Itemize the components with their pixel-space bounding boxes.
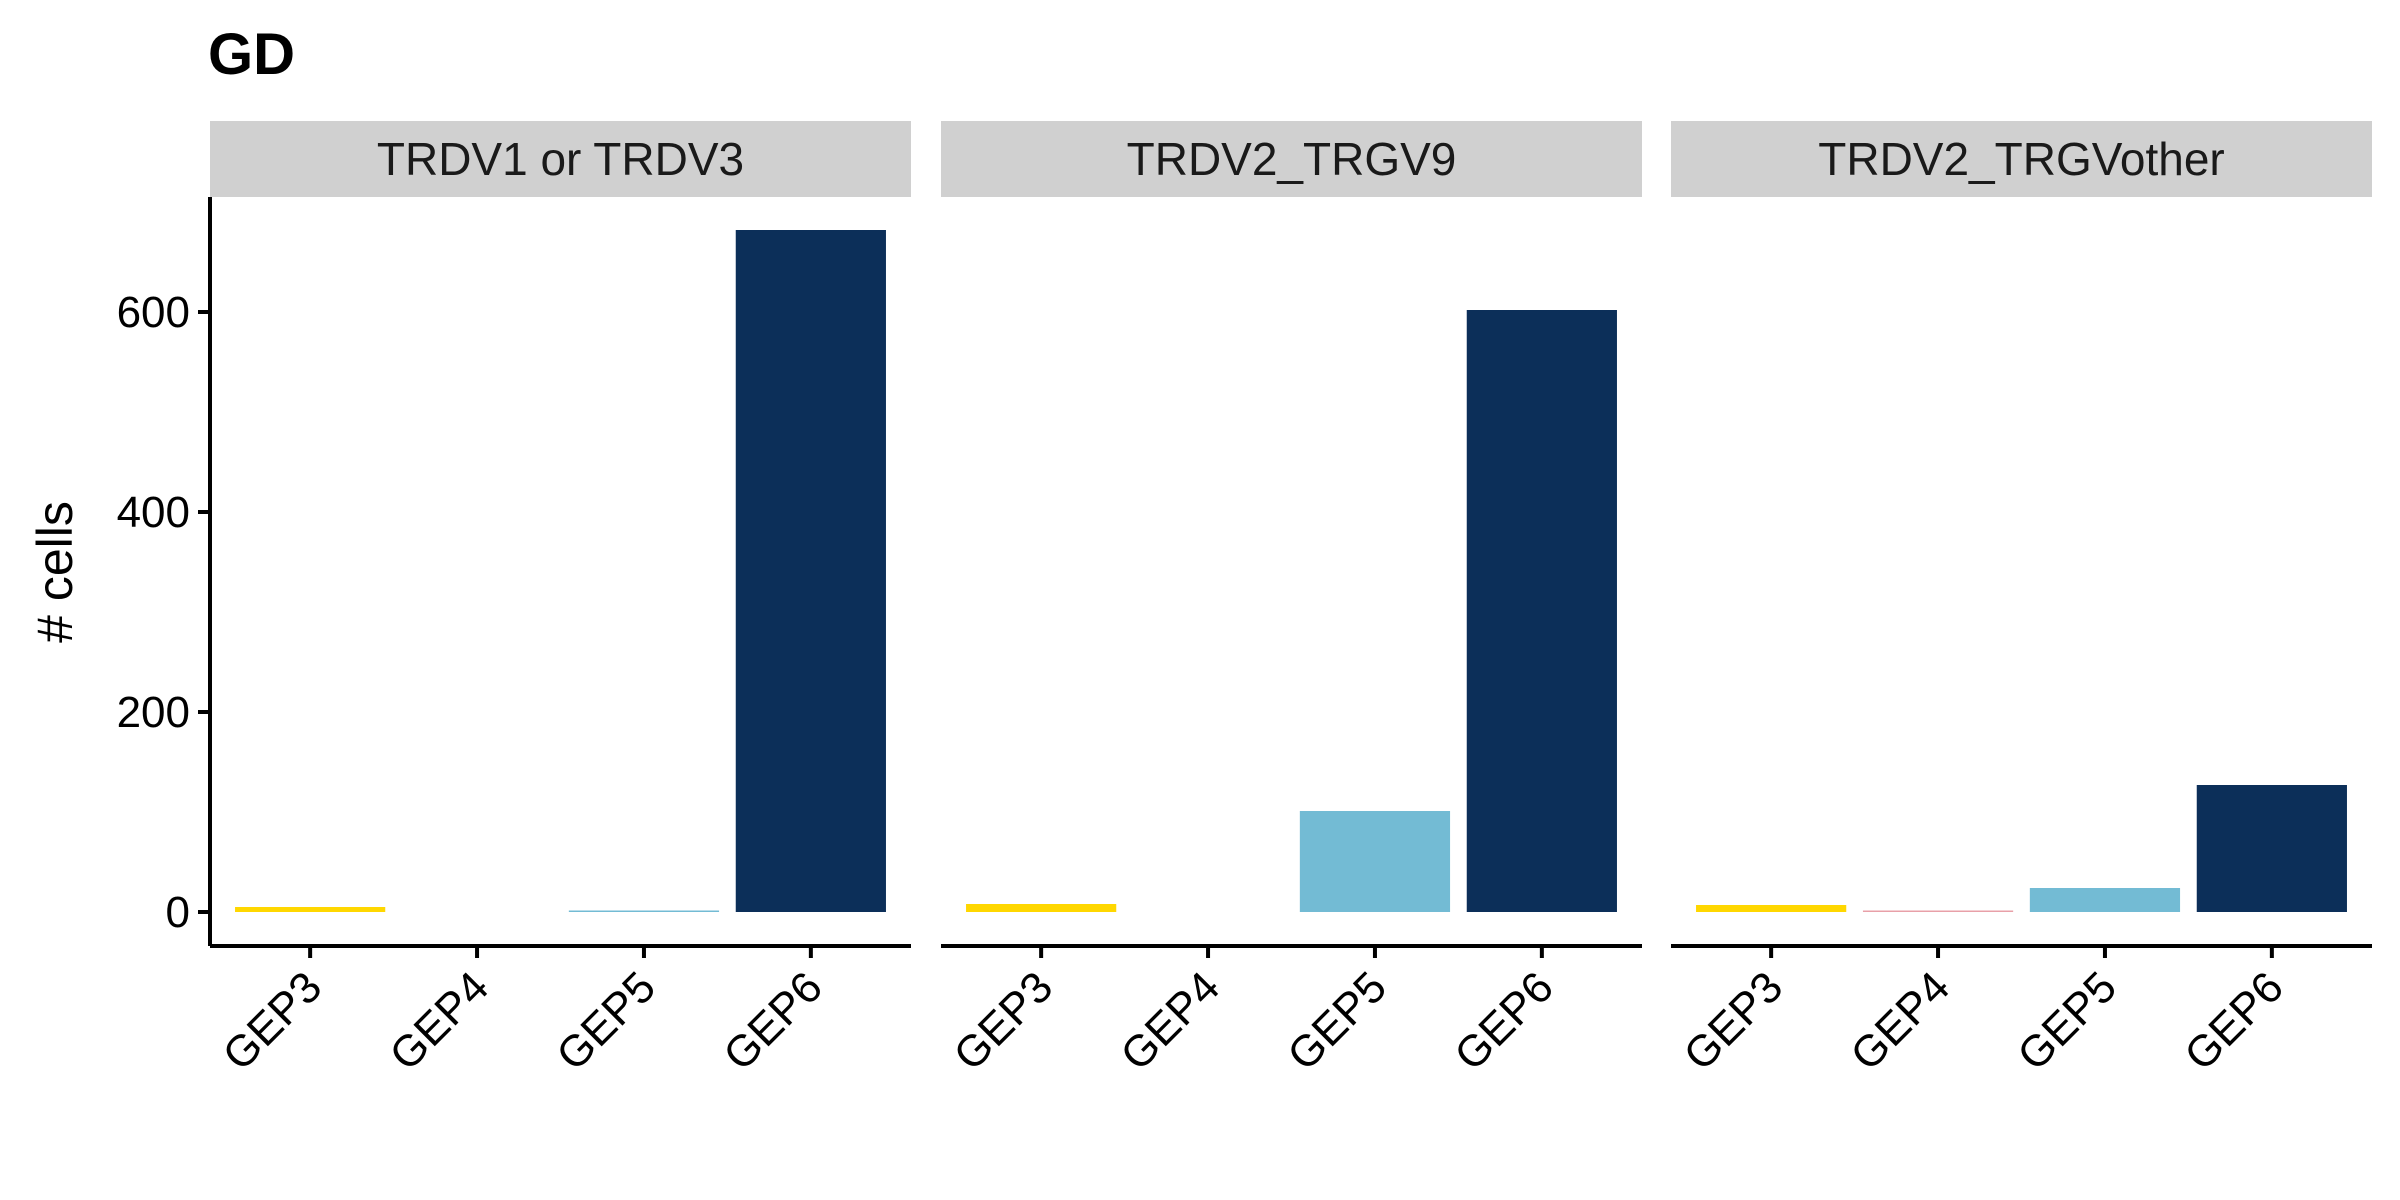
facet-strip xyxy=(210,121,911,197)
bar-gep4 xyxy=(1862,910,2014,912)
y-axis: 0 200 400 600 xyxy=(117,197,212,946)
facet-panel: TRDV1 or TRDV3 GEP3 GEP4 GEP5 GEP6 xyxy=(210,121,911,1080)
x-tick-label: GEP4 xyxy=(1841,962,1959,1080)
x-tick-label: GEP6 xyxy=(2175,962,2293,1080)
y-tick-label: 200 xyxy=(117,688,190,737)
y-tick-label: 600 xyxy=(117,288,190,337)
bar-gep3 xyxy=(966,904,1117,912)
chart-title: GD xyxy=(208,22,295,87)
x-tick-label: GEP3 xyxy=(945,962,1063,1080)
x-tick-label: GEP6 xyxy=(1445,962,1563,1080)
facet-strip-label: TRDV1 or TRDV3 xyxy=(377,133,744,185)
x-tick-label: GEP5 xyxy=(1278,962,1396,1080)
facet-strip-label: TRDV2_TRGV9 xyxy=(1127,133,1457,185)
x-tick-label: GEP4 xyxy=(380,962,498,1080)
bar-gep5 xyxy=(2029,888,2181,912)
bar-gep5 xyxy=(1299,811,1451,912)
bar-gep3 xyxy=(1696,905,1847,912)
facet-panel: TRDV2_TRGV9 GEP3 GEP4 GEP5 GEP6 xyxy=(941,121,1642,1080)
x-tick-label: GEP3 xyxy=(1675,962,1793,1080)
y-tick-label: 400 xyxy=(117,488,190,537)
bar-gep5 xyxy=(568,910,720,912)
x-tick-label: GEP5 xyxy=(2008,962,2126,1080)
x-tick-label: GEP6 xyxy=(714,962,832,1080)
bar-gep6 xyxy=(1466,310,1617,912)
bar-gep6 xyxy=(735,230,886,912)
bar-gep3 xyxy=(235,907,386,912)
facet-strip xyxy=(941,121,1642,197)
x-tick-label: GEP3 xyxy=(214,962,332,1080)
bar-gep6 xyxy=(2196,785,2347,912)
facet-strip xyxy=(1671,121,2372,197)
y-axis-title: # cells xyxy=(27,501,83,643)
x-tick-label: GEP5 xyxy=(547,962,665,1080)
facet-strip-label: TRDV2_TRGVother xyxy=(1818,133,2224,185)
facet-panel: TRDV2_TRGVother GEP3 GEP4 GEP5 GEP6 xyxy=(1671,121,2372,1080)
x-tick-label: GEP4 xyxy=(1111,962,1229,1080)
y-tick-label: 0 xyxy=(166,888,190,937)
